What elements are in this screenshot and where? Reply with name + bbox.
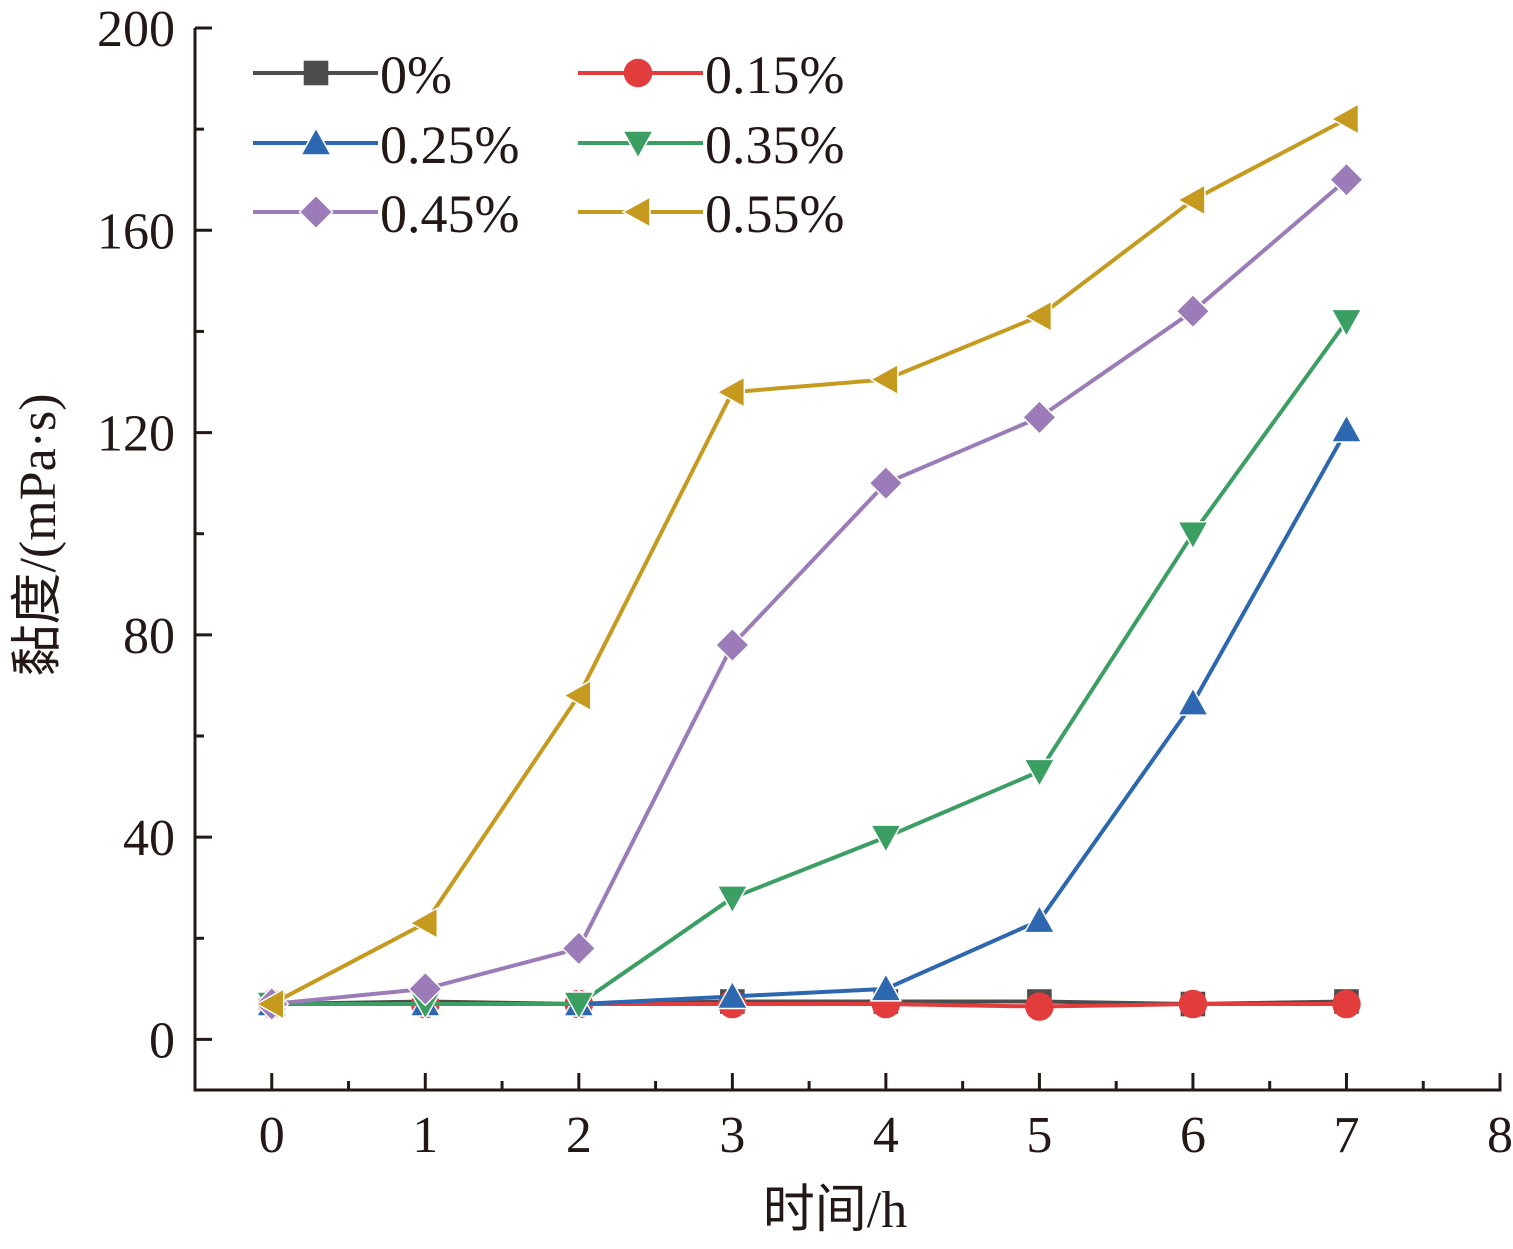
data-point (561, 930, 597, 966)
series-line (271, 320, 1349, 1007)
legend-label: 0.45% (380, 184, 519, 244)
y-tick-label: 80 (123, 608, 175, 665)
data-point (1021, 399, 1057, 435)
x-axis: 0 1 2 3 4 5 6 7 8 (259, 1073, 1513, 1164)
legend-marker (303, 60, 329, 86)
data-point (715, 375, 746, 409)
data-point (1025, 992, 1054, 1021)
legend-item: 0.25% (253, 115, 519, 175)
y-tick-label: 40 (123, 810, 175, 867)
legend-label: 0.35% (705, 115, 844, 175)
x-tick-label: 6 (1180, 1107, 1206, 1164)
x-tick-label: 0 (259, 1107, 285, 1164)
data-point (407, 971, 443, 1007)
y-tick-label: 0 (149, 1012, 175, 1069)
data-point (1329, 102, 1360, 136)
data-point (1330, 308, 1363, 338)
data-point (1176, 686, 1210, 716)
x-axis-title: 时间/h (763, 1182, 907, 1239)
legend-item: 0.35% (578, 115, 844, 175)
data-point (1330, 413, 1363, 443)
data-point (716, 979, 749, 1010)
data-point (869, 363, 899, 396)
series-line (271, 178, 1348, 1007)
y-tick-label: 120 (97, 406, 175, 463)
x-tick-label: 5 (1026, 1107, 1052, 1164)
series-0.35% (255, 308, 1363, 1021)
legend-marker (621, 130, 655, 160)
data-point (562, 991, 596, 1021)
data-point (1332, 989, 1361, 1019)
data-point (255, 987, 285, 1021)
data-point (1175, 293, 1211, 329)
data-point (869, 972, 903, 1002)
data-point (868, 465, 904, 501)
legend: 0% 0.15% 0.25% 0.35% 0.45% 0.55% (253, 45, 844, 244)
legend-label: 0.15% (705, 45, 844, 105)
data-point (1176, 520, 1210, 551)
y-axis: 0 40 80 120 160 200 (97, 1, 212, 1069)
legend-label: 0.55% (705, 184, 844, 244)
series-line (270, 117, 1348, 1006)
data-point (714, 627, 750, 663)
x-tick-label: 8 (1487, 1107, 1513, 1164)
legend-label: 0.25% (380, 115, 519, 175)
legend-marker (621, 195, 651, 229)
legend-item: 0.45% (253, 184, 519, 244)
data-point (562, 679, 592, 712)
x-tick-label: 3 (719, 1107, 745, 1164)
legend-item: 0% (253, 45, 452, 105)
x-tick-label: 1 (412, 1107, 438, 1164)
legend-marker (623, 58, 653, 88)
legend-marker (298, 194, 334, 230)
data-point (869, 824, 903, 854)
data-point (1022, 299, 1053, 333)
y-axis-title: 黏度/(mPa·s) (10, 393, 67, 676)
data-point (1023, 904, 1056, 934)
legend-item: 0.15% (578, 45, 844, 105)
x-tick-label: 2 (566, 1107, 592, 1164)
data-point (1023, 758, 1056, 788)
x-tick-label: 7 (1333, 1107, 1359, 1164)
data-point (408, 906, 439, 940)
data-point (716, 885, 749, 915)
series-0.45% (254, 162, 1365, 1022)
y-tick-label: 160 (97, 203, 175, 260)
series-0.55% (255, 102, 1360, 1021)
data-point (1178, 989, 1208, 1019)
legend-label: 0% (380, 45, 452, 105)
plot-area (254, 102, 1365, 1022)
data-point (1328, 162, 1365, 198)
data-point (1176, 183, 1206, 217)
legend-marker (299, 126, 333, 156)
y-tick-label: 200 (97, 1, 175, 58)
x-tick-label: 4 (873, 1107, 899, 1164)
legend-item: 0.55% (578, 184, 844, 244)
